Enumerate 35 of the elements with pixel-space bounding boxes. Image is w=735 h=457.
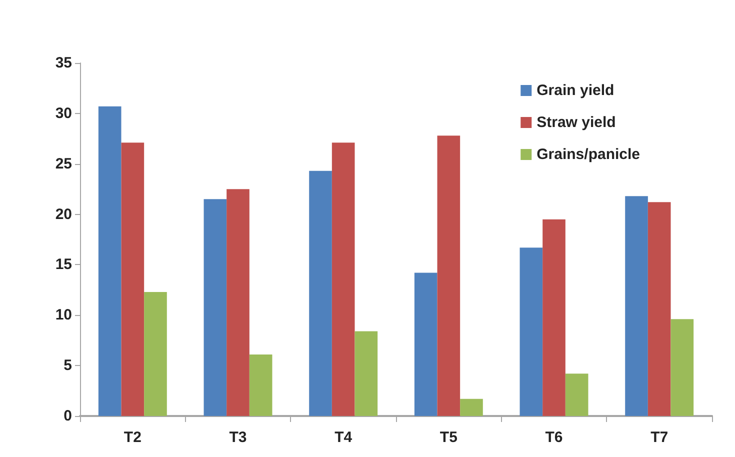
bar [437, 136, 460, 416]
bar [460, 398, 483, 416]
x-tick-label: T6 [545, 429, 563, 446]
bar [520, 248, 543, 416]
y-tick-label: 25 [55, 155, 72, 172]
bar [309, 170, 332, 416]
bar [204, 199, 227, 416]
bar [565, 374, 588, 416]
bar [354, 331, 378, 416]
bar [670, 319, 694, 416]
x-tick-label: T4 [334, 429, 353, 446]
bar [226, 189, 250, 416]
y-tick-label: 10 [55, 306, 72, 324]
y-tick-label: 15 [55, 256, 72, 274]
bar [332, 142, 355, 416]
legend-label: Grains/panicle [536, 146, 640, 163]
legend-label: Straw yield [536, 114, 616, 131]
bar [542, 219, 566, 416]
bar [625, 196, 648, 416]
x-tick-label: T3 [229, 429, 247, 446]
y-tick-label: 30 [55, 104, 72, 122]
bar [648, 202, 671, 416]
y-tick-label: 0 [64, 408, 72, 424]
x-tick-label: T2 [124, 429, 142, 446]
y-tick-label: 5 [64, 357, 72, 374]
bar [249, 354, 272, 416]
legend-label: Grain yield [536, 82, 614, 99]
bar [121, 142, 144, 416]
x-tick-label: T5 [440, 429, 458, 446]
y-tick-label: 20 [55, 206, 72, 223]
bar [98, 106, 122, 416]
bar [144, 292, 167, 416]
bar [414, 272, 438, 416]
x-tick-label: T7 [650, 429, 668, 446]
y-tick-label: 35 [55, 54, 72, 72]
